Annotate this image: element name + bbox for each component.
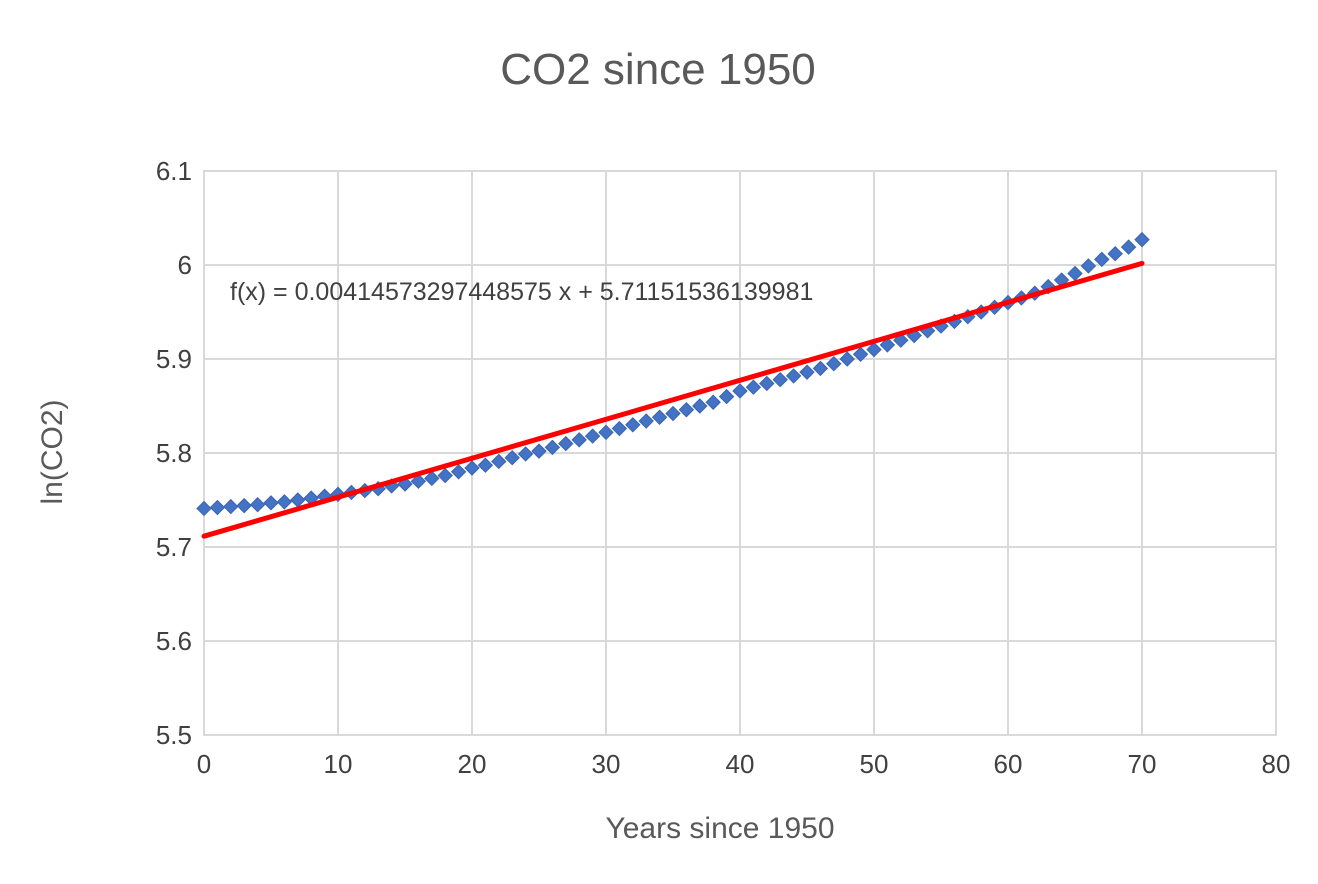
x-tick-label: 70 [1128, 749, 1157, 779]
y-tick-label: 6 [178, 250, 192, 280]
data-points [196, 231, 1150, 517]
data-point [410, 473, 427, 489]
x-tick-label: 80 [1262, 749, 1291, 779]
chart-title: CO2 since 1950 [500, 45, 816, 94]
trendline-equation: f(x) = 0.00414573297448575 x + 5.7115153… [230, 278, 813, 306]
data-point [196, 500, 212, 517]
data-point [745, 379, 762, 395]
data-point [799, 364, 815, 380]
data-point [625, 417, 641, 433]
data-point [424, 470, 440, 487]
data-point [866, 341, 882, 358]
data-point [544, 439, 561, 456]
data-point [1067, 265, 1083, 282]
data-point [584, 428, 601, 444]
y-tick-label: 5.9 [156, 344, 192, 374]
data-point [852, 346, 869, 363]
data-point [236, 497, 252, 514]
data-point [1120, 239, 1137, 255]
x-tick-labels: 0 10 20 30 40 50 60 70 80 [197, 749, 1291, 779]
data-point [759, 375, 775, 392]
data-point [598, 424, 614, 441]
data-point [732, 383, 748, 399]
data-point [839, 351, 855, 367]
data-point [276, 494, 293, 510]
data-point [437, 467, 453, 484]
trendline [201, 260, 1145, 539]
data-point [1134, 231, 1150, 248]
x-tick-label: 10 [324, 749, 353, 779]
x-tick-label: 0 [197, 749, 211, 779]
x-tick-label: 60 [994, 749, 1023, 779]
data-point [638, 413, 654, 429]
data-point [692, 398, 708, 414]
data-point [879, 337, 896, 353]
y-tick-label: 6.1 [156, 156, 192, 186]
y-tick-label: 5.6 [156, 626, 192, 656]
data-point [491, 453, 507, 470]
y-axis-title: ln(CO2) [36, 399, 69, 504]
x-tick-label: 50 [860, 749, 889, 779]
data-point [477, 457, 494, 473]
y-tick-labels: 5.5 5.6 5.7 5.8 5.9 6 6.1 [156, 156, 192, 750]
y-tick-label: 5.8 [156, 438, 192, 468]
plot-area-border [203, 170, 1277, 736]
data-point [678, 402, 695, 418]
data-point [651, 409, 668, 425]
data-point [504, 449, 520, 466]
data-point [812, 360, 829, 377]
data-point [209, 499, 226, 516]
x-axis-title: Years since 1950 [605, 812, 834, 845]
x-tick-label: 40 [726, 749, 755, 779]
data-point [517, 446, 534, 462]
data-point [1080, 258, 1097, 274]
data-point [772, 371, 788, 388]
data-point [464, 460, 480, 476]
x-tick-label: 20 [458, 749, 487, 779]
data-point [611, 420, 628, 437]
data-point [223, 498, 239, 515]
data-point [450, 464, 467, 480]
x-tick-label: 30 [592, 749, 621, 779]
data-point [826, 355, 842, 372]
y-tick-label: 5.7 [156, 532, 192, 562]
data-point [1107, 246, 1123, 262]
data-point [263, 495, 279, 511]
data-point [531, 443, 547, 459]
data-point [571, 432, 587, 448]
data-point [705, 394, 721, 410]
data-point [785, 368, 802, 384]
data-point [249, 496, 266, 513]
data-point [1094, 251, 1110, 268]
data-point [665, 405, 681, 422]
data-point [558, 435, 574, 452]
y-tick-label: 5.5 [156, 720, 192, 750]
data-point [718, 388, 735, 405]
